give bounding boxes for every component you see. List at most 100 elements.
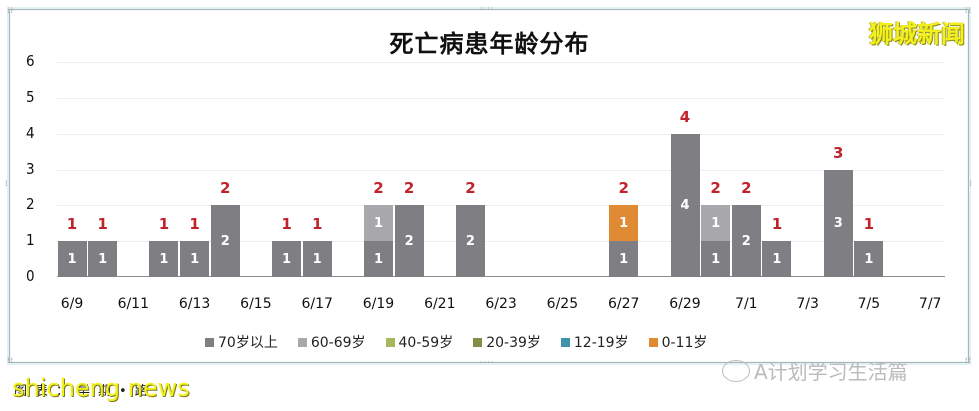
bar-6-14[interactable]: 2	[210, 62, 240, 277]
legend-label: 70岁以上	[218, 335, 278, 351]
bar-6-29[interactable]: 4	[670, 62, 700, 277]
x-tick-label: 6/11	[117, 296, 150, 312]
x-tick-label: 7/5	[857, 296, 881, 312]
bar-7-2[interactable]: 1	[762, 62, 792, 277]
bar-segment[interactable]: 1	[149, 241, 179, 277]
wechat-account-name: A计划学习生活篇	[754, 360, 908, 384]
total-label: 1	[97, 215, 108, 234]
total-label: 2	[220, 179, 231, 198]
resize-handle-top-left[interactable]: ⁞⁞	[7, 6, 15, 15]
bar-segment[interactable]: 1	[88, 241, 118, 277]
bar-segment[interactable]: 2	[210, 205, 240, 277]
legend-item[interactable]: 70岁以上	[205, 332, 278, 352]
source-caption: 图表：早期•路	[14, 384, 156, 399]
bar-segment[interactable]: 2	[455, 205, 485, 277]
gridline	[57, 97, 945, 99]
legend-label: 20-39岁	[486, 335, 541, 351]
total-label: 2	[373, 179, 384, 198]
bar-6-17[interactable]: 1	[302, 62, 332, 277]
legend-swatch-icon	[385, 337, 395, 347]
x-tick-label: 6/23	[485, 296, 517, 312]
total-label: 2	[741, 179, 752, 198]
bar-7-4[interactable]: 3	[823, 62, 853, 277]
bar-segment[interactable]: 1	[701, 205, 731, 242]
resize-handle-bottom-left[interactable]: ⁞⁞	[7, 356, 15, 365]
legend-label: 60-69岁	[310, 335, 366, 351]
x-tick-label: 6/29	[669, 296, 701, 312]
bar-segment[interactable]: 1	[364, 241, 393, 277]
gridline	[57, 133, 945, 135]
bar-segment[interactable]: 1	[272, 241, 302, 277]
bar-segment[interactable]: 1	[180, 241, 210, 277]
bar-6-10[interactable]: 1	[88, 62, 118, 277]
bar-7-5[interactable]: 1	[854, 62, 884, 277]
y-tick-label: 1	[26, 231, 35, 250]
legend-item[interactable]: 0-11岁	[648, 332, 708, 352]
watermark-bottom: shicheng news	[12, 374, 190, 402]
bar-segment[interactable]: 1	[609, 205, 639, 242]
legend-label: 0-11岁	[661, 335, 708, 351]
legend-item[interactable]: 40-59岁	[385, 332, 454, 352]
bar-segment[interactable]: 2	[731, 205, 761, 277]
x-tick-label: 7/7	[918, 296, 942, 312]
gridline	[57, 169, 945, 171]
x-tick-label: 6/27	[607, 296, 640, 312]
gridline	[57, 62, 945, 63]
bar-segment[interactable]: 4	[670, 133, 700, 277]
resize-handle-right[interactable]: ⁞	[969, 179, 973, 188]
x-tick-label: 7/3	[796, 296, 819, 312]
legend-swatch-icon	[473, 337, 483, 347]
y-tick-label: 4	[26, 123, 35, 142]
x-axis-line	[57, 276, 945, 277]
total-label: 1	[158, 215, 170, 234]
bar-6-16[interactable]: 1	[272, 62, 302, 277]
chart-title: 死亡病患年龄分布	[389, 30, 590, 58]
bar-segment[interactable]: 1	[57, 241, 87, 277]
bar-segment[interactable]: 2	[394, 205, 424, 277]
y-tick-label: 6	[26, 52, 35, 70]
x-tick-label: 6/13	[178, 296, 211, 312]
bar-6-20[interactable]: 2	[394, 62, 424, 277]
total-label: 1	[66, 215, 78, 234]
bar-segment[interactable]: 1	[701, 241, 731, 277]
x-tick-label: 6/21	[424, 296, 456, 312]
bar-segment[interactable]: 3	[823, 169, 853, 277]
legend-item[interactable]: 20-39岁	[473, 332, 541, 352]
legend-item[interactable]: 12-19岁	[560, 332, 629, 352]
resize-handle-bottom[interactable]: ····	[480, 358, 495, 367]
bar-segment[interactable]: 1	[762, 241, 792, 277]
resize-handle-left[interactable]: ⁞	[5, 179, 9, 188]
legend-label: 12-19岁	[573, 335, 629, 351]
resize-handle-top-right[interactable]: ⁞⁞	[964, 6, 972, 15]
legend-swatch-icon	[560, 337, 570, 347]
legend-label: 40-59岁	[398, 335, 454, 351]
gridline	[57, 241, 945, 243]
resize-handle-bottom-right[interactable]: ⁞⁞	[964, 356, 972, 365]
bar-segment[interactable]: 1	[302, 241, 332, 277]
bar-6-9[interactable]: 1	[57, 62, 87, 277]
x-tick-label: 6/9	[60, 296, 84, 312]
legend-swatch-icon	[297, 337, 307, 347]
total-label: 1	[863, 215, 875, 234]
bar-segment[interactable]: 1	[364, 205, 393, 242]
y-tick-label: 2	[26, 195, 35, 214]
legend-item[interactable]: 60-69岁	[297, 332, 366, 352]
legend-swatch-icon	[648, 337, 658, 347]
bar-7-1[interactable]: 2	[731, 62, 761, 277]
bar-segment[interactable]: 1	[609, 241, 639, 277]
total-label: 2	[618, 179, 629, 198]
bar-6-12[interactable]: 1	[149, 62, 179, 277]
total-label: 2	[465, 179, 476, 198]
bar-6-13[interactable]: 1	[180, 62, 210, 277]
watermark-top: 狮城新闻	[869, 20, 965, 48]
legend: 70岁以上 60-69岁 40-59岁 20-39岁 12-19岁 0-11岁	[205, 332, 707, 352]
bar-6-22[interactable]: 2	[455, 62, 485, 277]
total-label: 1	[771, 215, 783, 234]
total-label: 1	[311, 215, 323, 234]
resize-handle-top[interactable]: ····	[480, 4, 495, 13]
bar-segment[interactable]: 1	[854, 241, 884, 277]
